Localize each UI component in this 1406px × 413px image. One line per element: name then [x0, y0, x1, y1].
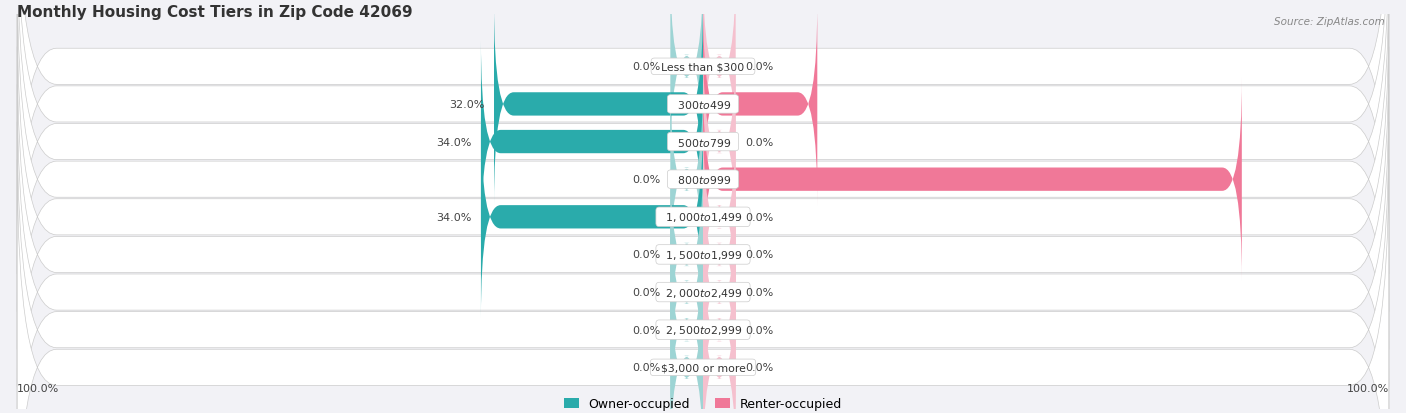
Text: 0.0%: 0.0% — [633, 175, 661, 185]
FancyBboxPatch shape — [703, 4, 817, 206]
FancyBboxPatch shape — [481, 41, 703, 243]
FancyBboxPatch shape — [17, 10, 1389, 413]
Text: 0.0%: 0.0% — [633, 363, 661, 373]
FancyBboxPatch shape — [703, 191, 735, 393]
FancyBboxPatch shape — [17, 0, 1389, 274]
FancyBboxPatch shape — [17, 160, 1389, 413]
FancyBboxPatch shape — [17, 123, 1389, 413]
Text: $2,500 to $2,999: $2,500 to $2,999 — [659, 323, 747, 336]
Text: 34.0%: 34.0% — [436, 212, 471, 222]
FancyBboxPatch shape — [671, 154, 703, 356]
FancyBboxPatch shape — [703, 116, 735, 318]
Text: $300 to $499: $300 to $499 — [671, 99, 735, 111]
Text: 0.0%: 0.0% — [745, 212, 773, 222]
Text: $1,500 to $1,999: $1,500 to $1,999 — [659, 248, 747, 261]
Text: 0.0%: 0.0% — [633, 287, 661, 297]
FancyBboxPatch shape — [17, 47, 1389, 413]
FancyBboxPatch shape — [17, 0, 1389, 387]
Text: 0.0%: 0.0% — [745, 363, 773, 373]
Text: Monthly Housing Cost Tiers in Zip Code 42069: Monthly Housing Cost Tiers in Zip Code 4… — [17, 5, 413, 20]
Text: 0.0%: 0.0% — [745, 137, 773, 147]
FancyBboxPatch shape — [703, 154, 735, 356]
Text: $800 to $999: $800 to $999 — [671, 174, 735, 186]
Text: 0.0%: 0.0% — [745, 250, 773, 260]
Text: 0.0%: 0.0% — [745, 325, 773, 335]
Text: $2,000 to $2,499: $2,000 to $2,499 — [659, 286, 747, 299]
Text: 0.0%: 0.0% — [633, 250, 661, 260]
Text: 32.0%: 32.0% — [449, 100, 484, 110]
FancyBboxPatch shape — [703, 79, 1241, 281]
Text: Source: ZipAtlas.com: Source: ZipAtlas.com — [1274, 17, 1385, 26]
FancyBboxPatch shape — [17, 85, 1389, 413]
Text: $1,000 to $1,499: $1,000 to $1,499 — [659, 211, 747, 224]
Text: $3,000 or more: $3,000 or more — [654, 363, 752, 373]
Legend: Owner-occupied, Renter-occupied: Owner-occupied, Renter-occupied — [564, 397, 842, 411]
Text: 0.0%: 0.0% — [745, 62, 773, 72]
FancyBboxPatch shape — [671, 79, 703, 281]
Text: 100.0%: 100.0% — [17, 383, 59, 393]
FancyBboxPatch shape — [671, 191, 703, 393]
FancyBboxPatch shape — [703, 266, 735, 413]
FancyBboxPatch shape — [703, 41, 735, 243]
FancyBboxPatch shape — [494, 4, 703, 206]
FancyBboxPatch shape — [17, 0, 1389, 349]
Text: 0.0%: 0.0% — [633, 62, 661, 72]
Text: 100.0%: 100.0% — [1347, 383, 1389, 393]
FancyBboxPatch shape — [703, 0, 735, 168]
Text: 0.0%: 0.0% — [745, 287, 773, 297]
Text: 17.5%: 17.5% — [827, 100, 866, 110]
Text: $500 to $799: $500 to $799 — [671, 136, 735, 148]
FancyBboxPatch shape — [17, 0, 1389, 312]
Text: 0.0%: 0.0% — [633, 325, 661, 335]
Text: Less than $300: Less than $300 — [654, 62, 752, 72]
FancyBboxPatch shape — [671, 0, 703, 168]
Text: 82.5%: 82.5% — [1251, 175, 1291, 185]
Text: 34.0%: 34.0% — [436, 137, 471, 147]
FancyBboxPatch shape — [671, 266, 703, 413]
FancyBboxPatch shape — [481, 116, 703, 318]
FancyBboxPatch shape — [671, 229, 703, 413]
FancyBboxPatch shape — [703, 229, 735, 413]
